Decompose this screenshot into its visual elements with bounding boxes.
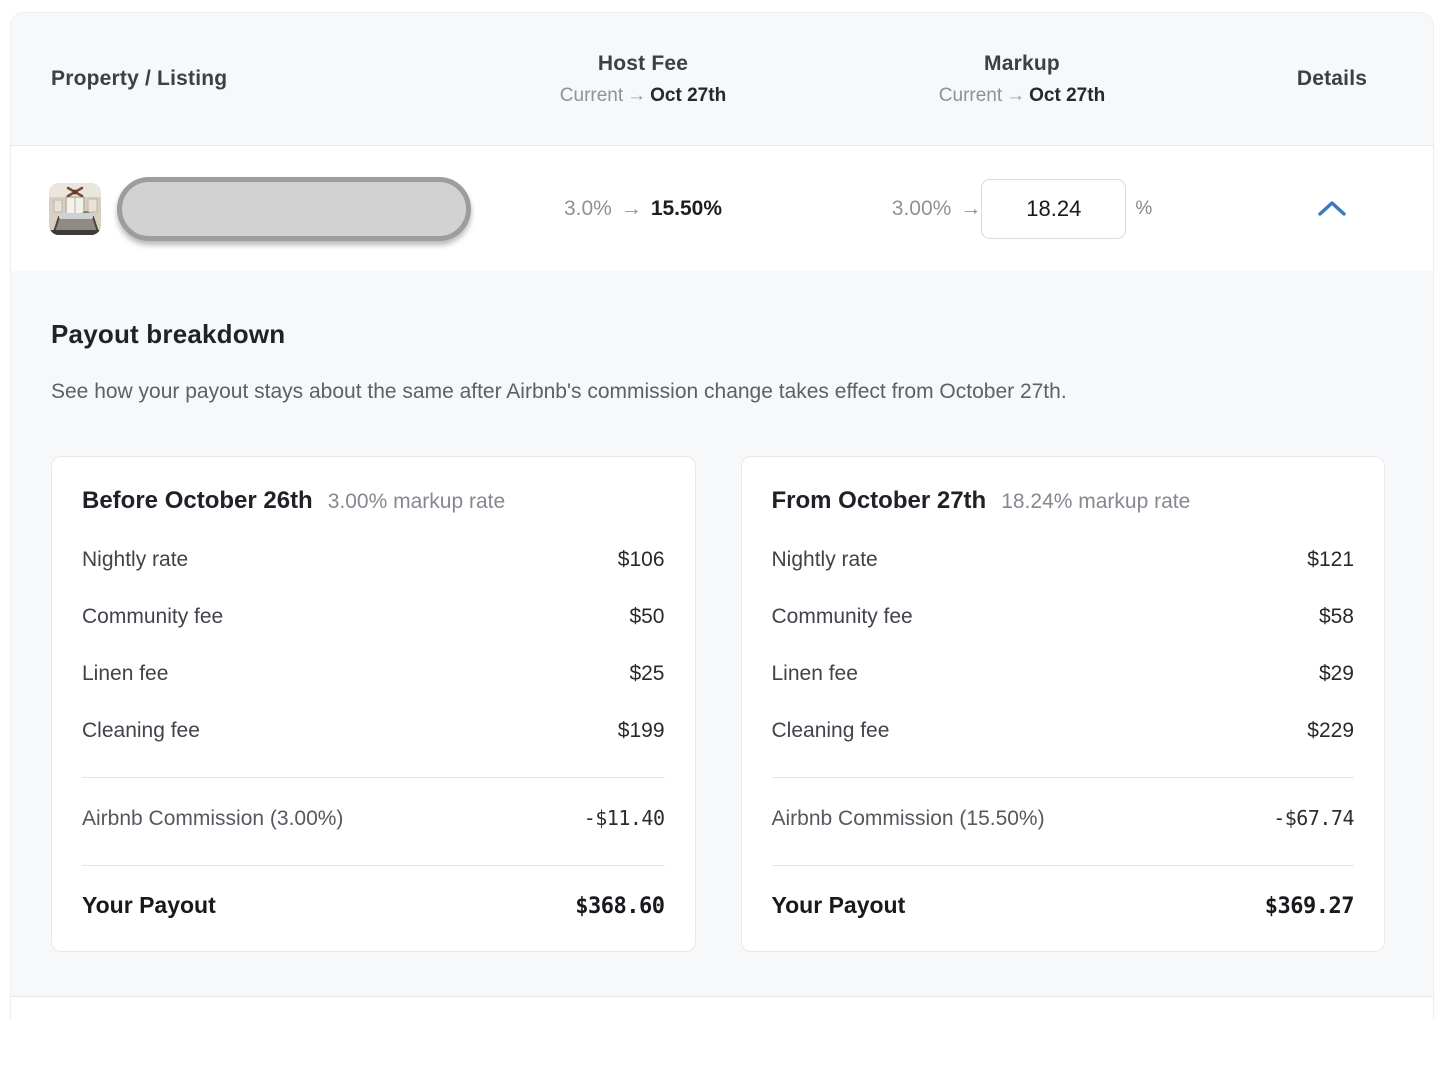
before-markup-rate: 3.00% markup rate — [327, 490, 506, 513]
listing-name-redacted — [117, 176, 471, 241]
arrow-right-icon: → — [1006, 84, 1026, 106]
host-fee-change: 3.0% → 15.50% — [563, 196, 723, 220]
table-header: Property / Listing Host Fee Current → Oct … — [11, 13, 1433, 146]
percent-suffix: % — [1135, 197, 1153, 219]
bedroom-photo — [49, 182, 101, 235]
divider — [82, 865, 665, 866]
fee-row-cleaning: Cleaning fee $199 — [82, 719, 665, 742]
after-card: From October 27th 18.24% markup rate Nig… — [740, 456, 1385, 952]
host-fee-subheader: Current → Oct 27th — [559, 84, 727, 106]
chevron-up-icon — [1318, 200, 1346, 216]
collapse-details-button[interactable] — [1310, 193, 1354, 225]
column-host-fee: Host Fee Current → Oct 27th — [559, 51, 727, 106]
before-card: Before October 26th 3.00% markup rate Ni… — [51, 456, 696, 952]
fee-row-community: Community fee $58 — [771, 605, 1355, 628]
fee-row-community: Community fee $50 — [82, 605, 665, 628]
divider — [771, 865, 1354, 866]
arrow-right-icon: → — [627, 84, 647, 106]
divider — [82, 777, 665, 778]
fee-row-nightly: Nightly rate $121 — [771, 548, 1355, 571]
listing-fees-panel: Property / Listing Host Fee Current → Oct … — [10, 12, 1434, 1019]
payout-row: Your Payout $369.27 — [771, 892, 1355, 919]
arrow-right-icon: → — [960, 196, 982, 220]
column-property-listing: Property / Listing — [51, 67, 228, 90]
listing-thumbnail — [49, 182, 101, 235]
after-card-title: From October 27th — [771, 487, 987, 514]
next-row-partial — [11, 997, 1433, 1019]
column-details: Details — [1296, 67, 1368, 90]
fee-row-linen: Linen fee $29 — [771, 662, 1355, 685]
fee-row-cleaning: Cleaning fee $229 — [771, 719, 1355, 742]
commission-row: Airbnb Commission (15.50%) -$67.74 — [771, 806, 1355, 830]
markup-subheader: Current → Oct 27th — [938, 84, 1106, 106]
markup-change: 3.00% → — [891, 196, 982, 220]
payout-breakdown-description: See how your payout stays about the same… — [51, 380, 1067, 403]
after-markup-rate: 18.24% markup rate — [1001, 490, 1191, 513]
divider — [771, 777, 1354, 778]
payout-breakdown-title: Payout breakdown — [51, 319, 286, 349]
markup-input[interactable] — [981, 178, 1127, 239]
commission-row: Airbnb Commission (3.00%) -$11.40 — [82, 806, 665, 830]
column-markup: Markup Current → Oct 27th — [938, 51, 1106, 106]
listing-row: 3.0%→15.50% 3.00%→ % — [11, 146, 1433, 271]
before-card-title: Before October 26th — [82, 487, 313, 514]
fee-row-linen: Linen fee $25 — [82, 662, 665, 685]
arrow-right-icon: → — [620, 196, 642, 220]
payout-row: Your Payout $368.60 — [82, 892, 665, 919]
fee-row-nightly: Nightly rate $106 — [82, 548, 665, 571]
payout-breakdown-section: Payout breakdown See how your payout sta… — [11, 271, 1433, 997]
